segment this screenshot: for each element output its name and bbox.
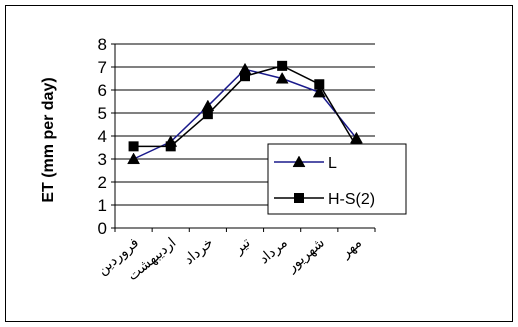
y-tick-label: 7 [98, 58, 107, 77]
data-point [202, 109, 213, 120]
y-tick-label: 6 [98, 81, 107, 100]
y-tick-label: 5 [98, 104, 107, 123]
legend-box [267, 143, 407, 215]
gridlines [115, 43, 375, 206]
y-tick-label: 4 [98, 127, 107, 146]
data-point [127, 152, 140, 165]
legend-label: H-S(2) [328, 191, 375, 208]
data-point [312, 85, 326, 98]
axes [111, 43, 376, 232]
data-point [275, 71, 289, 84]
legend: L H-S(2) [267, 143, 407, 215]
y-tick-label: 1 [98, 196, 107, 215]
y-tick-label: 2 [98, 173, 107, 192]
y-axis-label: ET (mm per day) [40, 77, 57, 202]
y-tick-label: 0 [98, 219, 107, 238]
y-tick-label: 3 [98, 150, 107, 169]
legend-label: L [328, 155, 337, 172]
data-point [314, 79, 325, 90]
data-point [128, 141, 139, 152]
y-tick-label: 8 [98, 35, 107, 54]
data-point [165, 141, 176, 152]
data-point [240, 71, 250, 82]
y-tick-labels: 0 1 2 3 4 5 6 7 8 [98, 35, 107, 238]
data-point [277, 60, 288, 71]
legend-marker [292, 155, 306, 168]
chart-border [5, 5, 513, 322]
legend-marker [294, 193, 304, 203]
